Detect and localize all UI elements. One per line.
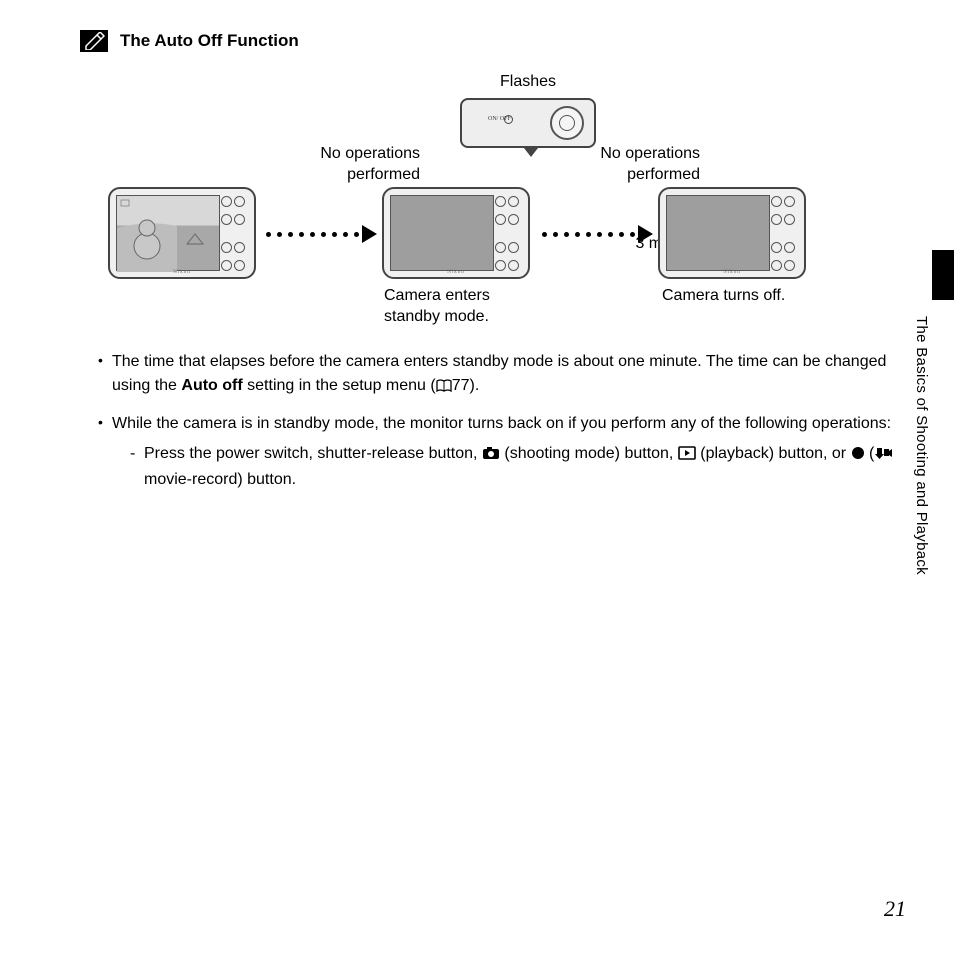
s1-t5: movie-record) button. (144, 471, 296, 488)
section-header: The Auto Off Function (80, 30, 894, 52)
camera-top-view: ON/ OFF (460, 98, 596, 148)
record-dot-icon (851, 444, 865, 468)
b1-bold: Auto off (181, 377, 242, 394)
chapter-side-label: The Basics of Shooting and Playback (913, 316, 930, 575)
b1-text-2: setting in the setup menu ( (243, 377, 436, 394)
page-number: 21 (884, 896, 906, 922)
sub-bullet-1: Press the power switch, shutter-release … (130, 442, 894, 492)
playback-icon (678, 444, 696, 468)
arrow-1 (266, 225, 377, 243)
manual-ref-icon (436, 376, 452, 400)
camera-standby: Nikon (382, 187, 530, 279)
s1-t1: Press the power switch, shutter-release … (144, 445, 482, 462)
b1-ref: 77). (452, 377, 480, 394)
camera-active: Nikon (108, 187, 256, 279)
scene-illustration (117, 196, 221, 272)
bullet-1: The time that elapses before the camera … (98, 350, 894, 400)
bullet-2: While the camera is in standby mode, the… (98, 412, 894, 492)
side-tab-marker (932, 250, 954, 300)
s1-t2: (shooting mode) button, (500, 445, 678, 462)
body-text: The time that elapses before the camera … (80, 350, 894, 492)
mode-dial-icon (550, 106, 584, 140)
movie-record-icon (874, 444, 892, 468)
standby-caption: Camera enters standby mode. (384, 286, 534, 328)
b2-text: While the camera is in standby mode, the… (112, 415, 891, 432)
arrow-2 (542, 225, 653, 243)
section-title: The Auto Off Function (120, 31, 299, 51)
s1-t4: ( (865, 445, 875, 462)
s1-t3: (playback) button, or (696, 445, 851, 462)
power-button-icon (504, 115, 513, 124)
no-ops-label-1: No operations performed (290, 144, 420, 186)
no-ops-label-2: No operations performed (570, 144, 700, 186)
pointer-down-icon (524, 148, 538, 157)
pencil-note-icon (80, 30, 108, 52)
off-caption: Camera turns off. (662, 286, 812, 307)
camera-icon (482, 444, 500, 468)
flashes-label: Flashes (488, 72, 568, 93)
camera-off: Nikon (658, 187, 806, 279)
auto-off-diagram: Flashes ON/ OFF No operations performed … (80, 72, 894, 332)
